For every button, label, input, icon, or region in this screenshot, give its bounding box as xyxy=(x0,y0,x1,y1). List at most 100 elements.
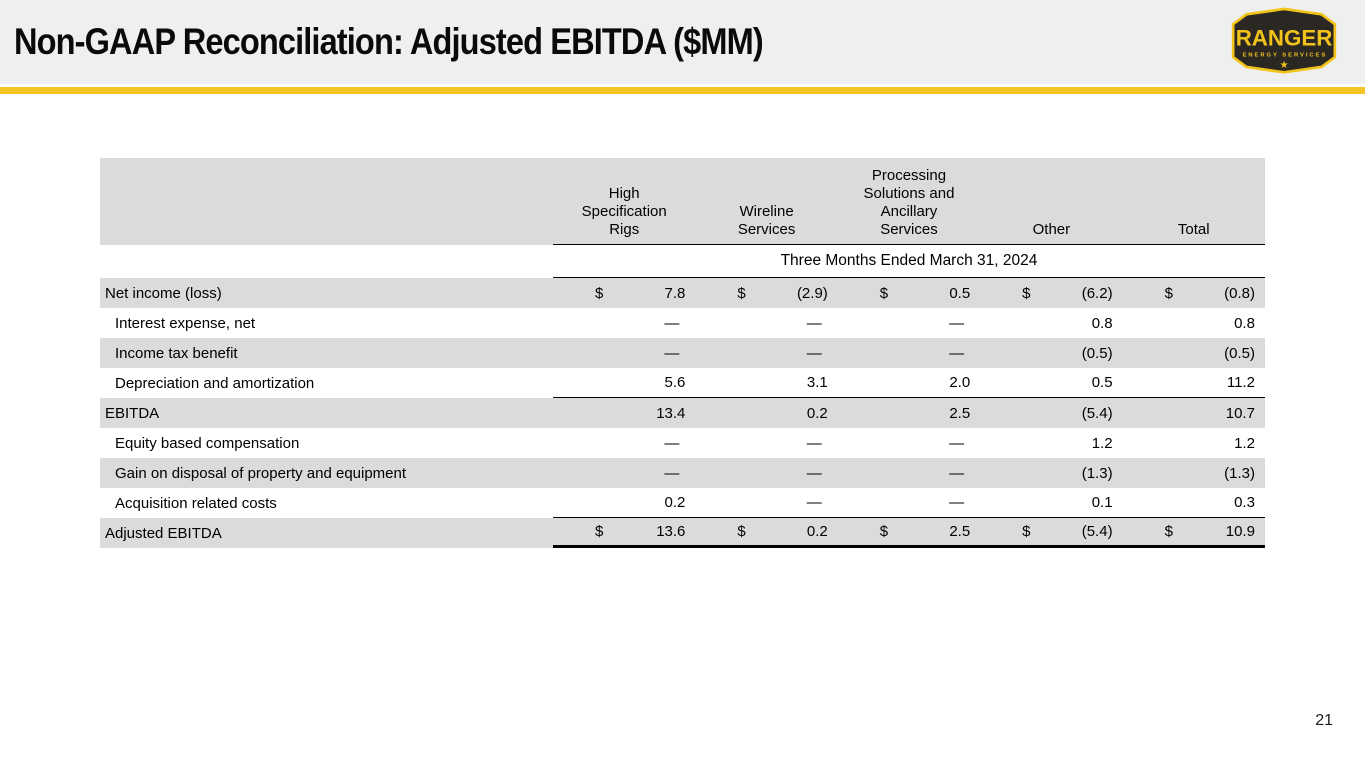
value-cell: 3.1 xyxy=(695,368,838,398)
value-cell: 0.8 xyxy=(1123,308,1265,338)
cell-value: — xyxy=(949,464,965,482)
page-title: Non-GAAP Reconciliation: Adjusted EBITDA… xyxy=(14,21,764,62)
logo-wordmark: RANGER xyxy=(1236,26,1333,51)
value-cell: — xyxy=(838,308,980,338)
row-label: Equity based compensation xyxy=(115,434,300,452)
logo-star-icon: ★ xyxy=(1280,60,1289,71)
value-cell: 0.5 xyxy=(980,368,1123,398)
column-header-0: High Specification Rigs xyxy=(553,158,696,245)
cell-value: (2.9) xyxy=(796,284,828,302)
value-cell: (5.4) xyxy=(980,398,1122,428)
value-cell: $13.6 xyxy=(553,518,696,548)
column-header-1: Wireline Services xyxy=(695,158,838,245)
cell-value: — xyxy=(664,464,680,482)
cell-value: — xyxy=(949,494,965,511)
cell-value: (5.4) xyxy=(1081,404,1113,422)
currency-symbol: $ xyxy=(1022,523,1031,540)
value-cell: $ (6.2) xyxy=(980,278,1122,308)
cell-value: (5.4) xyxy=(1081,523,1113,540)
row-label: Depreciation and amortization xyxy=(115,374,315,392)
period-row-label-spacer xyxy=(100,245,553,278)
cell-value: 0.8 xyxy=(1234,314,1255,332)
currency-symbol: $ xyxy=(879,284,889,302)
cell-value: — xyxy=(806,434,822,452)
value-cell: $ (2.9) xyxy=(695,278,837,308)
cell-value: 0.5 xyxy=(1091,374,1113,391)
logo-subtitle: ENERGY SERVICES xyxy=(1243,52,1328,58)
cell-value: — xyxy=(949,314,965,332)
value-cell: — xyxy=(553,428,695,458)
cell-value: 0.5 xyxy=(949,284,971,302)
table-row: EBITDA 13.4 0.2 2.5 (5.4) 10.7 xyxy=(100,398,1265,428)
value-cell: — xyxy=(695,308,837,338)
cell-value: — xyxy=(664,434,680,452)
cell-value: 13.4 xyxy=(656,404,686,422)
table-row: Interest expense, net — — — 0.8 0.8 xyxy=(100,308,1265,338)
column-header-4: Total xyxy=(1122,158,1265,245)
currency-symbol: $ xyxy=(1164,284,1173,302)
cell-value: (0.5) xyxy=(1224,344,1255,362)
row-label: EBITDA xyxy=(105,404,160,422)
value-cell: $ (0.8) xyxy=(1123,278,1265,308)
value-cell: — xyxy=(838,428,980,458)
value-cell: 0.1 xyxy=(980,488,1123,518)
value-cell: — xyxy=(695,488,838,518)
table-row: Net income (loss) $7.8 $ (2.9) $0.5 $ (6.2) $ (0… xyxy=(100,278,1265,308)
currency-symbol: $ xyxy=(1022,284,1031,302)
cell-value: 0.8 xyxy=(1091,314,1113,332)
cell-value: 13.6 xyxy=(656,523,686,540)
corner-cell xyxy=(100,158,553,245)
currency-symbol: $ xyxy=(595,523,604,540)
cell-value: 2.0 xyxy=(949,374,971,391)
value-cell: — xyxy=(695,458,837,488)
row-label: Acquisition related costs xyxy=(115,494,277,512)
column-header-3: Other xyxy=(980,158,1123,245)
cell-value: 0.3 xyxy=(1234,494,1255,511)
page-number: 21 xyxy=(1315,712,1333,729)
value-cell: (1.3) xyxy=(1123,458,1265,488)
cell-value: — xyxy=(806,314,822,332)
value-cell: — xyxy=(553,458,695,488)
value-cell: $0.2 xyxy=(695,518,838,548)
value-cell: (0.5) xyxy=(980,338,1122,368)
value-cell: $7.8 xyxy=(553,278,695,308)
cell-value: — xyxy=(806,494,822,511)
slide-header-bar: Non-GAAP Reconciliation: Adjusted EBITDA… xyxy=(0,0,1365,84)
cell-value: — xyxy=(664,344,680,362)
column-header-2: Processing Solutions and Ancillary Servi… xyxy=(837,158,981,245)
table-row: Acquisition related costs 0.2 — — 0.1 0.3 xyxy=(100,488,1265,518)
value-cell: 0.8 xyxy=(980,308,1122,338)
currency-symbol: $ xyxy=(737,284,746,302)
currency-symbol: $ xyxy=(595,284,604,302)
cell-value: (1.3) xyxy=(1081,464,1113,482)
value-cell: 5.6 xyxy=(553,368,696,398)
currency-symbol: $ xyxy=(737,523,746,540)
cell-value: 1.2 xyxy=(1091,434,1113,452)
table-row: Income tax benefit — — — (0.5) (0.5) xyxy=(100,338,1265,368)
cell-value: (0.5) xyxy=(1081,344,1113,362)
row-label: Net income (loss) xyxy=(105,284,222,302)
cell-value: 11.2 xyxy=(1226,374,1255,391)
row-label: Interest expense, net xyxy=(115,314,256,332)
value-cell: — xyxy=(553,308,695,338)
logo-badge-shape xyxy=(1231,7,1337,74)
row-label: Income tax benefit xyxy=(115,344,238,362)
cell-value: — xyxy=(806,344,822,362)
currency-symbol: $ xyxy=(879,523,889,540)
cell-value: — xyxy=(806,464,822,482)
cell-value: (6.2) xyxy=(1081,284,1113,302)
cell-value: 10.9 xyxy=(1225,523,1255,540)
value-cell: 1.2 xyxy=(1123,428,1265,458)
cell-value: 3.1 xyxy=(806,374,828,391)
table-header-row: High Specification Rigs Wireline Services… xyxy=(100,158,1265,245)
currency-symbol: $ xyxy=(1164,523,1173,540)
accent-divider-bar xyxy=(0,87,1365,94)
value-cell: — xyxy=(695,428,837,458)
value-cell: 0.2 xyxy=(695,398,837,428)
cell-value: 2.5 xyxy=(949,523,971,540)
cell-value: 2.5 xyxy=(949,404,971,422)
reconciliation-table: High Specification Rigs Wireline Services… xyxy=(100,158,1265,548)
value-cell: 10.7 xyxy=(1123,398,1265,428)
row-label: Adjusted EBITDA xyxy=(105,524,222,542)
value-cell: $2.5 xyxy=(837,518,981,548)
